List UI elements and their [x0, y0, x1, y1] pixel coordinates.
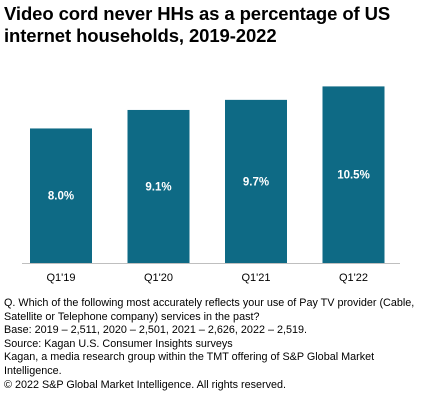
copyright-note: © 2022 S&P Global Market Intelligence. A…: [4, 378, 287, 391]
chart-title: Video cord never HHs as a percentage of …: [4, 3, 391, 46]
bar-value-label-1: 9.1%: [145, 181, 171, 193]
bar-value-label-2: 9.7%: [243, 176, 269, 188]
bars-group: 8.0% 9.1% 9.7% 10.5%: [30, 86, 385, 263]
bar-0: [30, 128, 92, 263]
bar-value-label-0: 8.0%: [48, 191, 74, 203]
chart-notes: Q. Which of the following most accuratel…: [4, 297, 422, 392]
x-tick-label-1: Q1'20: [144, 272, 173, 284]
source-note: Source: Kagan U.S. Consumer Insights sur…: [4, 337, 233, 350]
bar-2: [225, 99, 287, 263]
x-tick-label-0: Q1'19: [46, 272, 75, 284]
bar-chart: 8.0% 9.1% 9.7% 10.5% Q1'19 Q1'20 Q1'21 Q1'22: [22, 86, 400, 284]
x-tick-labels: Q1'19 Q1'20 Q1'21 Q1'22: [46, 272, 368, 284]
base-note: Base: 2019 – 2,511, 2020 – 2,501, 2021 –…: [4, 324, 307, 337]
kagan-note: Kagan, a media research group within the…: [4, 351, 375, 377]
bar-1: [127, 109, 190, 263]
survey-question: Q. Which of the following most accuratel…: [4, 297, 415, 323]
bar-value-label-3: 10.5%: [337, 170, 370, 182]
x-tick-label-3: Q1'22: [339, 272, 368, 284]
bar-3: [322, 86, 385, 263]
x-tick-label-2: Q1'21: [241, 272, 270, 284]
